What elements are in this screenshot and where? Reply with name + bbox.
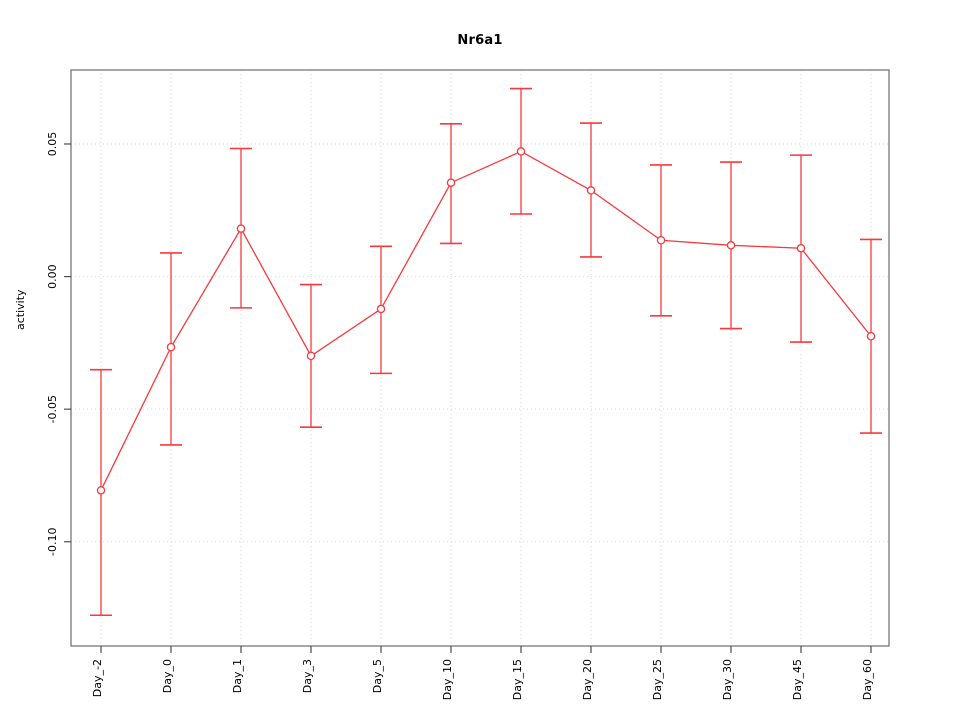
- y-tick-label: 0.05: [46, 132, 59, 157]
- data-point-marker: [96, 486, 106, 495]
- chart-title: Nr6a1: [457, 33, 503, 48]
- x-tick-label: Day_10: [441, 659, 454, 700]
- y-axis-tick-labels: -0.10 -0.05 0.00 0.05: [46, 132, 59, 556]
- series-polyline: [100, 150, 872, 491]
- grid-lines: [71, 70, 889, 646]
- data-point-marker: [166, 342, 176, 352]
- plot-border: [70, 69, 890, 647]
- x-tick-label: Day_3: [301, 659, 314, 693]
- data-point-marker: [586, 186, 596, 195]
- x-tick-label: Day_0: [161, 659, 174, 693]
- x-tick-label: Day_45: [791, 659, 804, 700]
- data-point-marker: [306, 351, 316, 361]
- data-point-marker: [376, 304, 386, 314]
- x-axis-ticks: [100, 646, 872, 653]
- y-tick-label: 0.00: [46, 264, 59, 289]
- data-point-marker: [516, 147, 526, 156]
- x-tick-label: Day_30: [721, 659, 734, 700]
- x-tick-label: Day_5: [371, 659, 384, 693]
- x-axis-tick-labels: Day_-2 Day_0 Day_1 Day_3 Day_5 Day_10 Day_15 Da…: [91, 659, 874, 700]
- data-point-markers: [96, 147, 876, 495]
- plot-frame: [70, 69, 890, 647]
- y-tick-label: -0.10: [46, 528, 59, 556]
- x-tick-label: Day_-2: [91, 659, 104, 697]
- x-tick-label: Day_25: [651, 659, 664, 700]
- data-point-marker: [796, 243, 806, 253]
- x-tick-label: Day_20: [581, 659, 594, 700]
- x-tick-label: Day_60: [861, 659, 874, 700]
- data-point-marker: [236, 224, 246, 233]
- data-point-marker: [656, 236, 666, 245]
- y-tick-label: -0.05: [46, 395, 59, 423]
- x-tick-label: Day_15: [511, 659, 524, 700]
- data-point-marker: [866, 332, 876, 341]
- x-tick-label: Day_1: [231, 659, 244, 693]
- data-point-marker: [446, 178, 456, 187]
- y-axis-ticks: [64, 143, 71, 543]
- series-line: [100, 150, 872, 491]
- data-point-marker: [726, 241, 736, 250]
